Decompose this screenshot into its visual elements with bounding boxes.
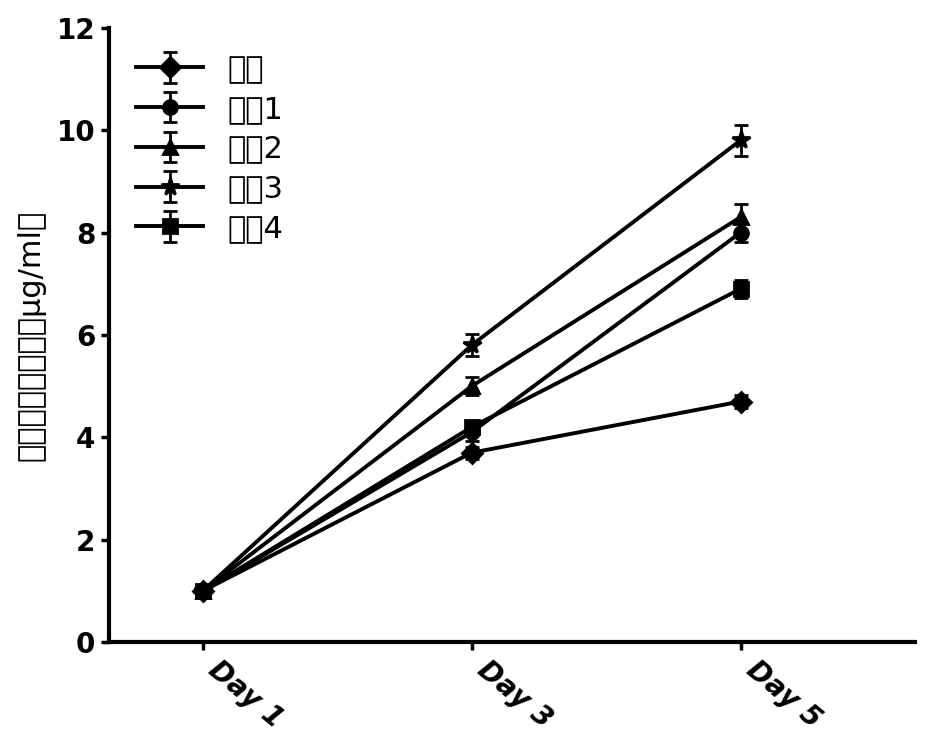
Legend: 对照, 克隆1, 克隆2, 克隆3, 克隆4: 对照, 克隆1, 克隆2, 克隆3, 克隆4	[124, 43, 296, 255]
Y-axis label: 赛罗华抗体浓度（μg/ml）: 赛罗华抗体浓度（μg/ml）	[17, 209, 46, 460]
